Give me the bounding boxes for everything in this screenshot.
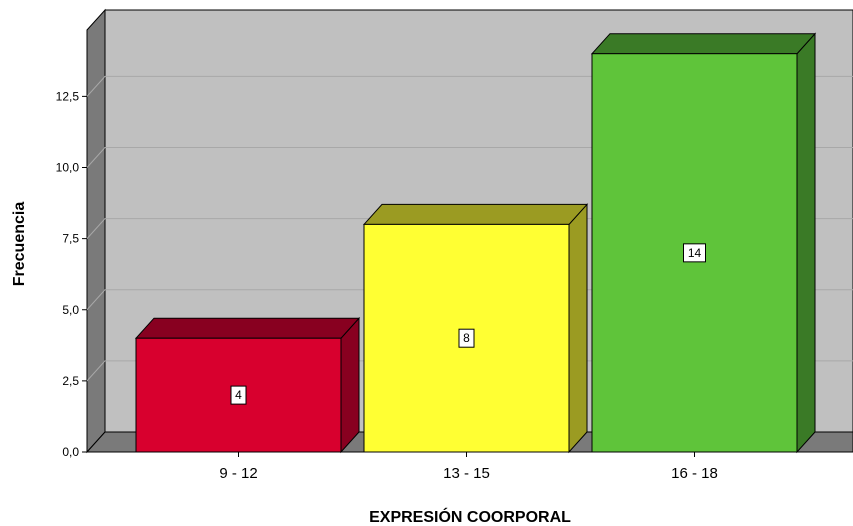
bar-side bbox=[796, 32, 816, 454]
x-axis-ticks: 9 - 12 13 - 15 16 - 18 bbox=[219, 452, 718, 482]
data-label: 8 bbox=[463, 331, 470, 345]
y-axis-title: Frecuencia bbox=[11, 202, 28, 287]
data-label-box bbox=[683, 243, 706, 263]
bars: 4 8 14 bbox=[134, 32, 817, 454]
bar-1: 4 bbox=[134, 316, 361, 454]
y-tick-label: 12,5 bbox=[56, 89, 80, 103]
x-tick-label: 9 - 12 bbox=[219, 465, 257, 482]
y-tick-label: 10,0 bbox=[56, 161, 80, 175]
bar-top bbox=[362, 203, 589, 225]
bar-side bbox=[568, 203, 588, 454]
bar-2: 8 bbox=[362, 203, 589, 454]
bar-3: 14 bbox=[590, 32, 817, 454]
data-label: 14 bbox=[688, 246, 702, 260]
y-tick-label: 5,0 bbox=[62, 303, 79, 317]
data-label-box bbox=[458, 328, 475, 348]
x-tick-label: 16 - 18 bbox=[671, 465, 718, 482]
bar-top bbox=[134, 317, 361, 339]
y-tick-label: 2,5 bbox=[62, 374, 79, 388]
bar-side bbox=[340, 316, 360, 454]
plot-left-wall bbox=[86, 8, 106, 454]
y-axis-ticks: 0,0 2,5 5,0 7,5 10,0 12,5 bbox=[56, 89, 87, 459]
y-tick-label: 7,5 bbox=[62, 232, 79, 246]
y-tick-label: 0,0 bbox=[62, 445, 79, 459]
x-axis-title: EXPRESIÓN COORPORAL bbox=[369, 507, 571, 526]
bar-top bbox=[590, 33, 817, 55]
data-label: 4 bbox=[235, 388, 242, 402]
data-label-box bbox=[230, 385, 247, 405]
x-tick-label: 13 - 15 bbox=[443, 465, 490, 482]
